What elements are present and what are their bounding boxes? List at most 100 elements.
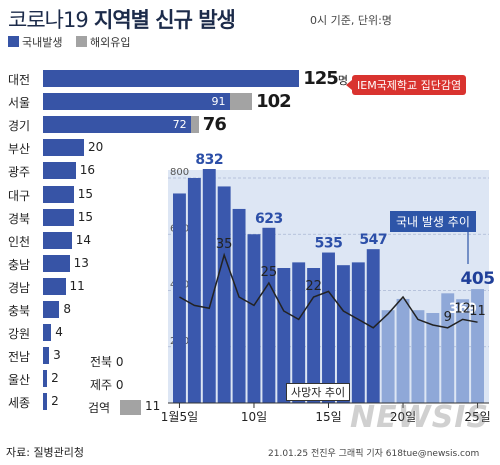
- quarantine-bar: [120, 400, 141, 415]
- overseas-bar: [229, 93, 253, 111]
- region-label: 광주: [8, 165, 31, 180]
- credit-text: 21.01.25 전진우 그래픽 기자 618tue@newsis.com: [268, 449, 480, 459]
- daily-case-bar: [187, 178, 201, 403]
- region-total-value: 20: [88, 140, 104, 155]
- daily-case-bar: [202, 169, 216, 403]
- domestic-bar: [43, 162, 76, 180]
- region-label: 대구: [8, 188, 31, 203]
- daily-case-bar: [262, 227, 276, 403]
- daily-case-bar: [351, 262, 365, 403]
- legend-overseas-label: 해외유입: [90, 36, 131, 49]
- zero-region-label: 전북 0: [90, 355, 124, 369]
- daily-case-bar: [381, 310, 395, 403]
- region-label: 강원: [8, 327, 31, 342]
- domestic-bar: [43, 116, 191, 134]
- region-label: 충북: [8, 304, 31, 318]
- quarantine-label: 검역: [88, 401, 111, 415]
- title-rest-text: 지역별 신규 발생: [94, 8, 236, 32]
- region-label: 세종: [8, 396, 31, 411]
- domestic-bar: [43, 70, 300, 87]
- region-label: 대전: [8, 73, 31, 87]
- overseas-bar: [190, 116, 199, 134]
- daily-case-value: 405: [461, 269, 495, 289]
- death-value: 12: [454, 301, 471, 316]
- region-label: 울산: [8, 373, 31, 388]
- y-tick-label: 800: [170, 167, 189, 178]
- unit-label: 명: [337, 74, 348, 87]
- legend-domestic-swatch: [8, 36, 19, 47]
- domestic-bar: [43, 185, 74, 203]
- domestic-bar: [43, 254, 70, 272]
- x-tick-label: 10일: [241, 410, 267, 424]
- daily-case-bar: [292, 262, 306, 403]
- region-total-value: 102: [256, 91, 292, 113]
- region-total-value: 15: [77, 209, 94, 224]
- x-tick-label: 25일: [464, 410, 490, 424]
- quarantine-value: 11: [145, 399, 161, 413]
- region-total-value: 125명: [303, 68, 348, 89]
- daily-case-bar: [456, 299, 470, 403]
- daily-case-bar: [173, 193, 186, 403]
- daily-case-bar: [336, 265, 350, 403]
- region-total-value: 14: [75, 232, 91, 247]
- domestic-bar: [43, 231, 72, 249]
- daily-case-value: 547: [359, 232, 387, 248]
- death-value: 22: [305, 279, 322, 294]
- region-total-value: 13: [73, 255, 89, 270]
- region-label: 서울: [8, 96, 31, 111]
- daily-case-value: 369: [449, 301, 477, 317]
- trend-label: 국내 발생 추이: [390, 211, 476, 232]
- daily-case-bar: [322, 252, 335, 403]
- daily-case-value: 535: [315, 236, 343, 252]
- domestic-bar: [43, 93, 230, 111]
- domestic-bar: [43, 370, 48, 388]
- region-total-value: 15: [77, 186, 94, 201]
- death-value: 25: [261, 265, 278, 280]
- daily-case-bar: [441, 293, 455, 403]
- domestic-inner-value: 91: [211, 95, 226, 109]
- domestic-bar: [43, 208, 74, 226]
- region-label: 경기: [8, 119, 31, 134]
- domestic-inner-value: 72: [172, 118, 187, 132]
- newsis-watermark: NEWSIS: [350, 400, 490, 435]
- region-label: 부산: [8, 142, 31, 157]
- domestic-bar: [43, 277, 66, 295]
- region-total-value: 16: [79, 163, 96, 178]
- page-title: 코로나19 지역별 신규 발생: [8, 4, 236, 34]
- region-label: 경북: [8, 211, 31, 226]
- daily-case-bar: [396, 298, 410, 403]
- unit-note: 0시 기준, 단위:명: [310, 14, 392, 27]
- x-tick-label: 15일: [315, 410, 341, 424]
- domestic-bar: [43, 347, 50, 365]
- death-value: 35: [216, 237, 233, 252]
- region-total-value: 2: [51, 371, 59, 386]
- region-total-value: 11: [69, 278, 85, 293]
- region-total-value: 3: [53, 348, 61, 363]
- region-total-value: 2: [51, 394, 59, 409]
- region-total-value: 8: [63, 302, 72, 316]
- legend-overseas-swatch: [76, 36, 87, 47]
- domestic-bar: [43, 139, 84, 157]
- daily-case-bar: [217, 186, 231, 403]
- region-label: 충남: [8, 257, 31, 272]
- title-main-text: 코로나19: [8, 8, 89, 32]
- daily-case-value: 623: [255, 211, 283, 227]
- legend-domestic-label: 국내발생: [22, 36, 63, 49]
- x-tick-label: 20일: [390, 410, 416, 424]
- x-tick-label: 1월5일: [161, 410, 198, 424]
- region-total-value: 76: [202, 114, 227, 136]
- daily-case-bar: [426, 313, 440, 403]
- region-total-value: 4: [55, 325, 63, 340]
- region-label: 전남: [8, 350, 31, 365]
- death-value: 11: [469, 304, 486, 319]
- domestic-bar: [43, 324, 52, 342]
- daily-case-bar: [232, 208, 246, 403]
- daily-case-bar: [471, 289, 484, 403]
- death-trend-line: [179, 252, 478, 329]
- domestic-bar: [43, 393, 48, 411]
- region-label: 경남: [8, 280, 31, 295]
- iem-callout: IEM국제학교 집단감염: [345, 75, 467, 95]
- source-text: 자료: 질병관리청: [6, 446, 85, 459]
- daily-case-bar: [277, 268, 291, 403]
